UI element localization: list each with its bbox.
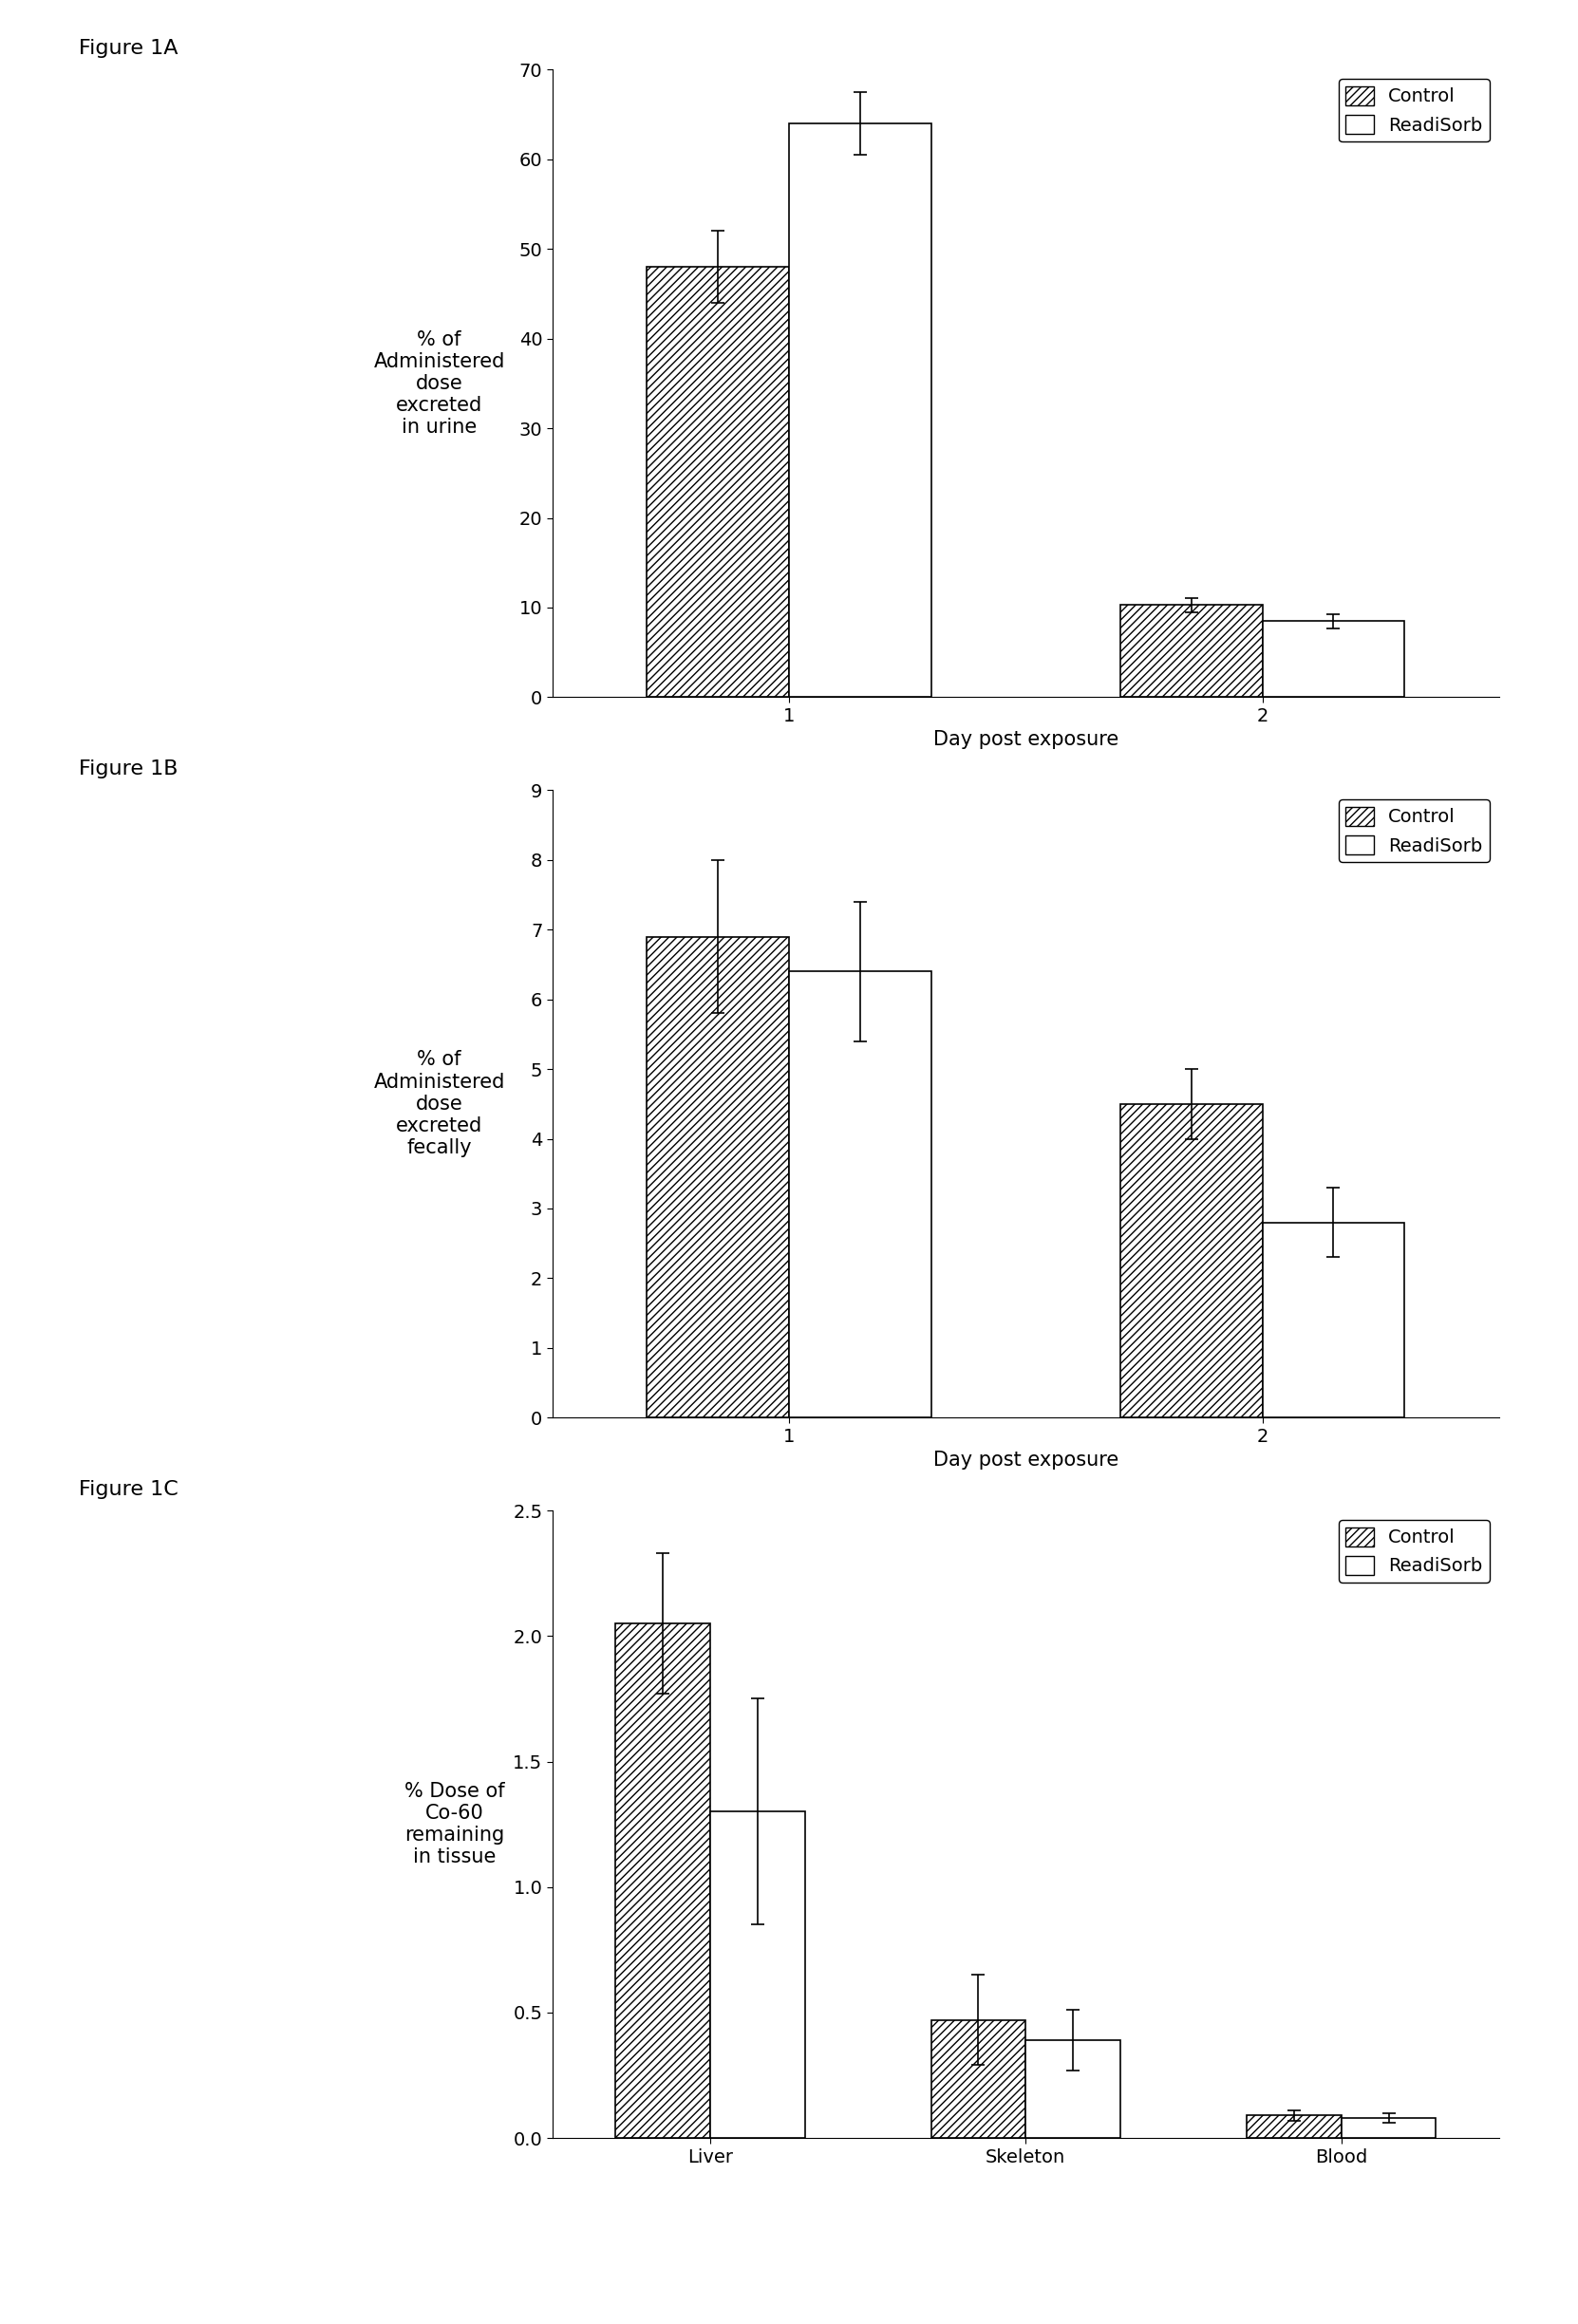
Bar [1026,2040,1120,2138]
Text: % of
Administered
dose
excreted
fecally: % of Administered dose excreted fecally [374,1050,505,1157]
X-axis label: Day post exposure: Day post exposure [933,730,1119,748]
Legend: Control, ReadiSorb: Control, ReadiSorb [1338,1520,1490,1583]
Bar [1262,1222,1404,1418]
Legend: Control, ReadiSorb: Control, ReadiSorb [1338,79,1490,142]
Bar [789,123,931,697]
Text: Figure 1A: Figure 1A [79,40,178,58]
Bar [1120,604,1262,697]
Bar [710,1813,805,2138]
Bar [1341,2117,1436,2138]
Bar [789,971,931,1418]
Text: % Dose of
Co-60
remaining
in tissue: % Dose of Co-60 remaining in tissue [404,1783,505,1866]
Legend: Control, ReadiSorb: Control, ReadiSorb [1338,799,1490,862]
X-axis label: Day post exposure: Day post exposure [933,1450,1119,1469]
Text: % of
Administered
dose
excreted
in urine: % of Administered dose excreted in urine [374,330,505,437]
Bar [615,1624,710,2138]
Bar [1120,1104,1262,1418]
Bar [647,267,789,697]
Text: Figure 1C: Figure 1C [79,1480,178,1499]
Text: Figure 1B: Figure 1B [79,760,178,779]
Bar [931,2020,1026,2138]
Bar [647,937,789,1418]
Bar [1262,621,1404,697]
Bar [1247,2115,1341,2138]
